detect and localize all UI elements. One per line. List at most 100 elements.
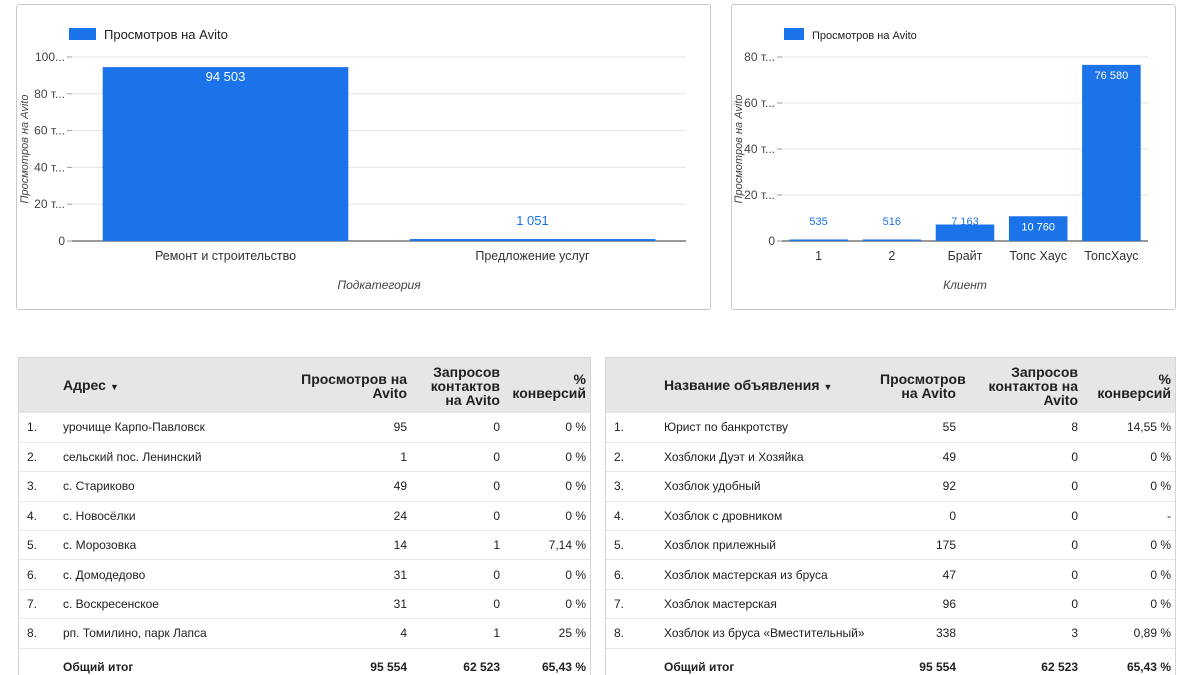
table-row[interactable]: 1. урочище Карпо-Павловск 95 0 0 %: [19, 413, 590, 443]
y-tick-label: 80 т...: [744, 50, 775, 64]
table-row[interactable]: 3. Хозблок удобный 92 0 0 %: [606, 472, 1175, 502]
table-row[interactable]: 3. с. Стариково 49 0 0 %: [19, 472, 590, 502]
row-views: 14: [393, 538, 407, 553]
row-name: рп. Томилино, парк Лапса: [63, 626, 207, 641]
row-views: 24: [393, 508, 407, 523]
caret-down-icon[interactable]: ▼: [823, 381, 833, 392]
table-row[interactable]: 8. рп. Томилино, парк Лапса 4 1 25 %: [19, 619, 590, 649]
row-contacts: 0: [493, 450, 500, 465]
row-views: 95: [393, 420, 407, 435]
row-index: 7.: [27, 597, 38, 612]
row-conversion: 0 %: [1150, 450, 1171, 465]
column-header-conversion[interactable]: % конверсий: [1097, 370, 1171, 401]
data-label: 516: [883, 216, 901, 228]
bar: [1008, 216, 1068, 241]
row-views: 55: [942, 420, 956, 435]
y-tick-label: 60 т...: [744, 96, 775, 110]
row-name: Юрист по банкротству: [664, 420, 789, 435]
x-tick-label: ТопсХаус: [1084, 249, 1138, 263]
legend-label: Просмотров на Avito: [104, 27, 228, 42]
x-tick-label: 2: [888, 249, 895, 263]
row-name: Хозблок с дровником: [664, 508, 783, 523]
row-conversion: 0 %: [1150, 479, 1171, 494]
row-index: 8.: [27, 626, 38, 641]
legend-swatch: [69, 28, 96, 40]
table-row[interactable]: 6. с. Домодедово 31 0 0 %: [19, 560, 590, 590]
y-tick-label: 0: [58, 234, 65, 248]
row-contacts: 3: [1071, 626, 1078, 641]
data-label: 535: [809, 216, 827, 228]
row-name: с. Новосёлки: [63, 508, 136, 523]
row-views: 175: [935, 538, 956, 553]
row-conversion: 25 %: [558, 626, 586, 641]
chart-card-subcategory: Просмотров на Avito 0 20 т... 40 т... 60 т..…: [16, 4, 711, 310]
y-tick-label: 40 т...: [744, 142, 775, 156]
table-row[interactable]: 6. Хозблок мастерская из бруса 47 0 0 %: [606, 560, 1175, 590]
row-index: 4.: [614, 508, 625, 523]
total-contacts: 62 523: [1041, 660, 1078, 675]
table-row[interactable]: 8. Хозблок из бруса «Вместительный» 338 3 0,…: [606, 619, 1175, 649]
row-index: 6.: [614, 567, 625, 582]
bar: [862, 239, 922, 241]
table-row[interactable]: 4. Хозблок с дровником 0 0 -: [606, 501, 1175, 531]
row-conversion: -: [1167, 508, 1171, 523]
total-row: Общий итог 95 554 62 523 65,43 %: [606, 648, 1175, 675]
row-conversion: 0 %: [565, 567, 586, 582]
bar: [409, 239, 656, 241]
row-views: 338: [935, 626, 956, 641]
x-tick-label: Ремонт и строительство: [155, 249, 296, 263]
caret-down-icon[interactable]: ▼: [109, 381, 119, 392]
row-contacts: 1: [493, 626, 500, 641]
x-tick-label: Предложение услуг: [475, 249, 590, 263]
row-views: 31: [393, 567, 407, 582]
row-conversion: 0 %: [1150, 567, 1171, 582]
row-views: 4: [400, 626, 407, 641]
column-header-views[interactable]: Просмотров на Avito: [301, 370, 407, 401]
y-tick-label: 100...: [35, 50, 65, 64]
row-name: Хозблок удобный: [664, 479, 761, 494]
legend-label: Просмотров на Avito: [812, 30, 917, 42]
table-row[interactable]: 2. Хозблоки Дуэт и Хозяйка 49 0 0 %: [606, 442, 1175, 472]
row-index: 3.: [27, 479, 38, 494]
row-index: 7.: [614, 597, 625, 612]
row-contacts: 0: [1071, 538, 1078, 553]
column-header-views[interactable]: Просмотров на Avito: [880, 370, 966, 401]
row-name: с. Морозовка: [63, 538, 137, 553]
legend: Просмотров на Avito: [69, 27, 228, 42]
table-row[interactable]: 1. Юрист по банкротству 55 8 14,55 %: [606, 413, 1175, 443]
column-header-contacts[interactable]: Запросов контактов на Avito: [430, 363, 500, 408]
y-tick-label: 20 т...: [744, 188, 775, 202]
total-contacts: 62 523: [463, 660, 500, 675]
total-views: 95 554: [919, 660, 956, 675]
x-axis-title: Подкатегория: [337, 278, 421, 292]
table-row[interactable]: 5. с. Морозовка 14 1 7,14 %: [19, 531, 590, 560]
row-name: Хозблок мастерская из бруса: [664, 567, 828, 582]
row-index: 1.: [614, 420, 625, 435]
table-row[interactable]: 7. с. Воскресенское 31 0 0 %: [19, 589, 590, 619]
row-index: 5.: [614, 538, 625, 553]
table-header-row: Адрес ▼ Просмотров на Avito Запросов конт…: [19, 358, 590, 413]
row-views: 1: [400, 450, 407, 465]
table-row[interactable]: 7. Хозблок мастерская 96 0 0 %: [606, 589, 1175, 619]
bar: [1082, 64, 1141, 241]
row-contacts: 0: [1071, 597, 1078, 612]
y-tick-label: 0: [768, 234, 775, 248]
row-index: 1.: [27, 420, 38, 435]
column-header-conversion[interactable]: % конверсий: [512, 370, 586, 401]
row-views: 96: [942, 597, 956, 612]
row-contacts: 0: [493, 597, 500, 612]
table-row[interactable]: 4. с. Новосёлки 24 0 0 %: [19, 501, 590, 531]
column-header-address[interactable]: Адрес ▼: [63, 376, 119, 393]
table-row[interactable]: 2. сельский пос. Ленинский 1 0 0 %: [19, 442, 590, 472]
column-header-listing-name[interactable]: Название объявления ▼: [664, 376, 833, 393]
table-row[interactable]: 5. Хозблок прилежный 175 0 0 %: [606, 531, 1175, 560]
data-label: 7 163: [951, 216, 979, 228]
data-label: 1 051: [516, 213, 549, 228]
row-views: 0: [949, 508, 956, 523]
subcategory-bar-chart: Просмотров на Avito 0 20 т... 40 т... 60 т..…: [19, 27, 686, 292]
row-contacts: 0: [1071, 567, 1078, 582]
column-header-contacts[interactable]: Запросов контактов на Avito: [988, 363, 1078, 408]
y-tick-label: 80 т...: [34, 87, 65, 101]
row-name: Хозблоки Дуэт и Хозяйка: [664, 450, 804, 465]
x-tick-label: 1: [815, 249, 822, 263]
